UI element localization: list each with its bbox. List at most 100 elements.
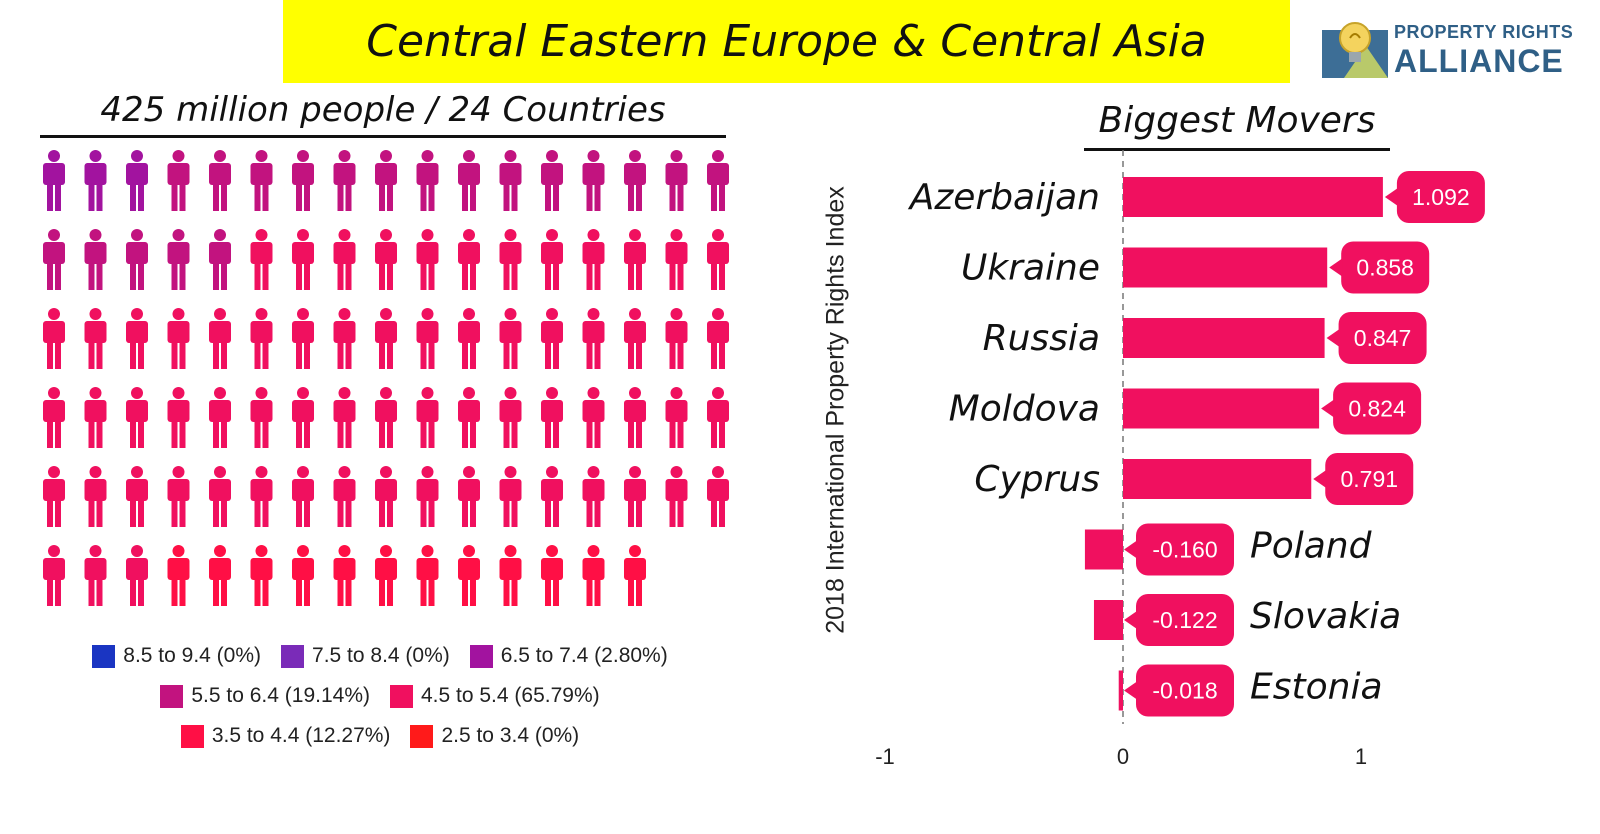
person-icon [84,229,107,290]
value-callout: 0.858 [1329,241,1430,294]
person-icon [582,387,605,448]
person-icon [209,466,231,527]
person-icon [458,150,480,211]
bar [1084,529,1123,570]
person-icon [333,466,356,527]
category-label: Cyprus [974,459,1100,500]
person-icon [333,308,356,369]
person-icon [292,387,314,448]
person-icon [624,466,646,527]
legend-swatch [160,684,184,708]
value-label: -0.122 [1152,607,1217,633]
x-tick-label: 0 [1117,744,1129,769]
person-icon [375,229,397,290]
person-icon [250,150,273,211]
person-icon [43,545,65,606]
person-icon [375,387,397,448]
person-icon [458,387,480,448]
legend-label: 3.5 to 4.4 (12.27%) [211,724,391,747]
person-icon [541,150,563,211]
person-icon [250,545,273,606]
person-icon [43,229,65,290]
person-icon [43,308,65,369]
category-label: Moldova [949,389,1100,430]
legend-label: 6.5 to 7.4 (2.80%) [500,644,668,667]
person-icon [582,466,605,527]
person-icon [126,229,148,290]
legend-label: 8.5 to 9.4 (0%) [123,644,262,667]
value-label: 0.858 [1356,255,1414,281]
people-icon-grid [43,150,729,606]
person-icon [209,387,231,448]
subtitle-divider [40,135,726,138]
value-callout: 0.847 [1326,312,1427,364]
person-icon [665,150,688,211]
person-icon [126,150,148,211]
bar [1123,247,1328,288]
person-icon [333,387,356,448]
person-icon [375,150,397,211]
legend-swatch [469,644,493,668]
person-icon [665,466,688,527]
person-icon [292,545,314,606]
person-icon [499,466,522,527]
bar [1123,388,1320,429]
x-tick-label: 1 [1355,744,1367,769]
legend-swatch [410,724,434,748]
person-icon [499,308,522,369]
person-icon [126,387,148,448]
legend-item: 5.5 to 6.4 (19.14%) [160,684,370,708]
person-icon [375,308,397,369]
person-icon [541,308,563,369]
legend-row: 8.5 to 9.4 (0%) 7.5 to 8.4 (0%) 6.5 to 7.4… [0,644,760,668]
person-icon [126,308,148,369]
page-title: Central Eastern Europe & Central Asia [366,16,1207,67]
logo-line-1: PROPERTY RIGHTS [1394,22,1574,42]
person-icon [84,387,107,448]
bar [1123,177,1383,217]
legend-row: 3.5 to 4.4 (12.27%) 2.5 to 3.4 (0%) [0,724,760,748]
person-icon [541,545,563,606]
person-icon [665,229,688,290]
category-label: Estonia [1250,667,1383,708]
person-icon [333,150,356,211]
category-label: Russia [983,318,1100,359]
person-icon [43,466,65,527]
category-label: Ukraine [961,248,1100,289]
person-icon [458,466,480,527]
person-icon [582,150,605,211]
person-icon [43,150,65,211]
lightbulb-logo-icon [1322,22,1388,78]
value-label: -0.160 [1152,537,1217,563]
person-icon [375,466,397,527]
person-icon [416,466,439,527]
legend-item: 3.5 to 4.4 (12.27%) [180,724,391,748]
person-icon [209,150,231,211]
person-icon [624,387,646,448]
x-tick-label: -1 [875,744,895,769]
value-callout: 1.092 [1384,171,1485,223]
person-icon [458,545,480,606]
person-icon [126,466,148,527]
legend-label: 4.5 to 5.4 (65.79%) [421,684,600,707]
legend-item: 7.5 to 8.4 (0%) [281,644,450,668]
person-icon [167,150,190,211]
person-icon [499,150,522,211]
bar [1123,318,1325,358]
value-label: 0.824 [1348,396,1406,422]
legend-label: 5.5 to 6.4 (19.14%) [191,684,370,707]
bar [1123,459,1312,499]
person-icon [84,150,107,211]
person-icon [209,308,231,369]
person-icon [209,545,231,606]
person-icon [292,150,314,211]
value-callout: -0.122 [1124,594,1234,646]
value-callout: 0.824 [1321,382,1422,435]
person-icon [458,308,480,369]
person-icon [582,545,605,606]
person-icon [665,387,688,448]
person-icon [167,229,190,290]
person-icon [126,545,148,606]
person-icon [541,466,563,527]
